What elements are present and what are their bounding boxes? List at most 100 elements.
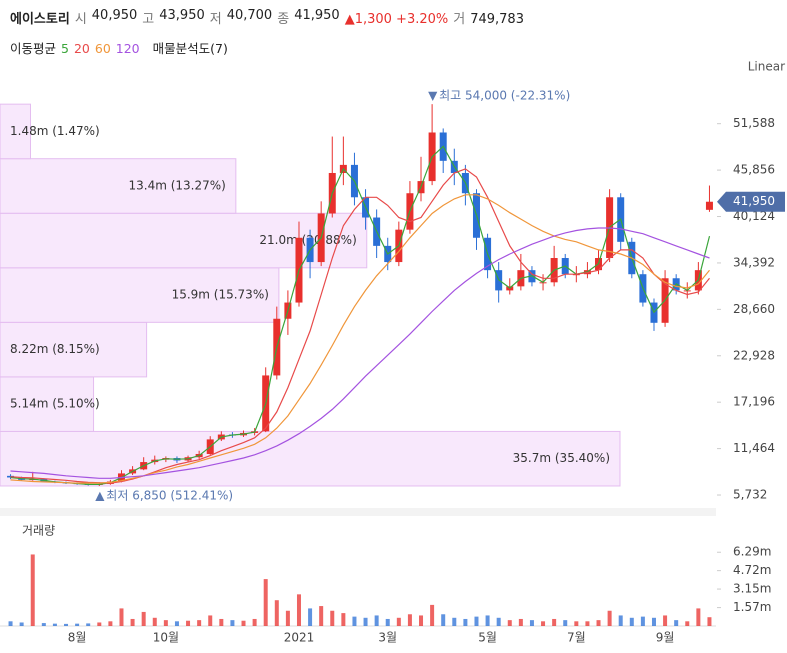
low-marker: ▲ [95, 488, 105, 502]
volume-bar [385, 618, 390, 626]
profile-bar [0, 430, 621, 487]
low-annotation: ▲ 최저 6,850 (512.41%) [95, 488, 233, 502]
high-label: 최고 54,000 (-22.31%) [439, 89, 570, 103]
volume-bar [208, 615, 213, 626]
volume-bar [518, 618, 523, 626]
field-key: 종 [277, 12, 290, 27]
volume-bar [119, 608, 124, 626]
moving-average-line [10, 145, 711, 485]
volume-bar [563, 620, 568, 626]
volume-bar [352, 616, 357, 626]
volume-bar [419, 615, 424, 626]
legend: 이동평균 5 20 60 120 매물분석도(7) [10, 38, 228, 57]
volume-bar [618, 615, 623, 626]
volume-bar [474, 616, 479, 626]
legend-item: 60 [94, 41, 111, 56]
legend-items: 5 20 60 120 [61, 41, 140, 56]
volume-bar [219, 618, 224, 626]
volume-bar [430, 604, 435, 626]
field-key: 고 [142, 12, 155, 27]
legend-item: 120 [115, 41, 140, 56]
volume-bar [407, 614, 412, 626]
volume-bar [86, 623, 91, 626]
profile-bar [0, 267, 280, 323]
y-tick-label: 17,196 [733, 395, 775, 409]
volume-key: 거 [453, 12, 466, 27]
change-value: 1,300 [354, 12, 392, 27]
y-tick-label: 5,732 [733, 488, 767, 502]
legend-item: 20 [73, 41, 90, 56]
volume-bar [552, 618, 557, 626]
volume-bar [108, 621, 113, 626]
volume-bar [574, 621, 579, 626]
volume-bar [52, 623, 57, 626]
x-tick-label: 10월 [153, 631, 179, 645]
field-value: 43,950 [159, 8, 205, 23]
volume-bar [285, 610, 290, 626]
x-tick-label: 3월 [378, 631, 397, 645]
y-tick-label: 51,588 [733, 116, 775, 130]
change-pct: +3.20% [396, 12, 449, 27]
x-tick-label: 8월 [68, 631, 87, 645]
quote-fields: 시 40,950 고 43,950 저 40,700 종 41,950 [75, 8, 340, 27]
y-tick-label: 22,928 [733, 348, 775, 362]
volume-bar [41, 623, 46, 626]
profile-label: 15.9m (15.73%) [172, 288, 269, 302]
y-tick-label: 34,392 [733, 255, 775, 269]
header: 에이스토리 시 40,950 고 43,950 저 40,700 종 41,950 ▲1,30… [10, 8, 524, 27]
low-label: 최저 6,850 (512.41%) [106, 488, 233, 502]
field-value: 41,950 [294, 8, 340, 23]
volume-bar [607, 610, 612, 626]
profile-bar [0, 158, 237, 214]
volume-bar [341, 613, 346, 626]
volume-bar [640, 616, 645, 626]
volume-bar [374, 615, 379, 626]
profile-label: 1.48m (1.47%) [10, 124, 100, 138]
profile-label: 35.7m (35.40%) [513, 451, 610, 465]
volume-title: 거래량 [22, 524, 55, 538]
volume-profile: 35.7m (35.40%) 5.14m (5.10%) 8.22m (8.15%)… [0, 103, 621, 487]
field-value: 40,950 [91, 8, 138, 23]
volume-bar [663, 615, 668, 626]
y-tick-label: 45,856 [733, 163, 775, 177]
high-annotation: ▼ 최고 54,000 (-22.31%) [428, 89, 570, 103]
field-value: 40,700 [226, 8, 273, 23]
panel-separator [0, 508, 716, 516]
volume-y-tick-label: 6.29m [733, 545, 771, 559]
volume-bar [19, 622, 24, 626]
x-tick-label: 7월 [567, 631, 586, 645]
volume-y-tick-label: 4.72m [733, 563, 771, 577]
profile-label: 5.14m (5.10%) [10, 397, 100, 411]
volume-bar [174, 621, 179, 626]
volume-bar [163, 620, 168, 626]
profile-label: 8.22m (8.15%) [10, 342, 100, 356]
x-tick-label: 5월 [478, 631, 497, 645]
profile-label: 13.4m (13.27%) [128, 178, 225, 192]
current-price-tag [717, 191, 785, 212]
volume-bar [363, 617, 368, 626]
moving-average-line [10, 227, 710, 479]
current-price-label: 41,950 [733, 194, 775, 208]
volume-value: 749,783 [470, 12, 524, 27]
x-tick-label: 2021 [284, 631, 315, 645]
volume-bar [308, 608, 313, 626]
stock-name: 에이스토리 [10, 12, 70, 27]
x-tick-label: 9월 [656, 631, 675, 645]
moving-average-line [10, 168, 710, 484]
volume-bar [141, 611, 146, 626]
volume-bar [319, 606, 324, 626]
volume-bar [75, 623, 80, 626]
high-marker: ▼ [428, 89, 438, 103]
volume-bar [507, 620, 512, 626]
volume-bar [707, 617, 712, 626]
volume-bar [8, 621, 13, 626]
volume-bar [452, 617, 457, 626]
volume-bar [97, 622, 102, 626]
y-tick-label: 40,124 [733, 209, 775, 223]
scale-label: Linear [748, 60, 785, 74]
volume-bar [496, 617, 501, 626]
field-key: 저 [209, 12, 222, 27]
volume-bar [152, 617, 157, 626]
volume-bar [485, 615, 490, 626]
